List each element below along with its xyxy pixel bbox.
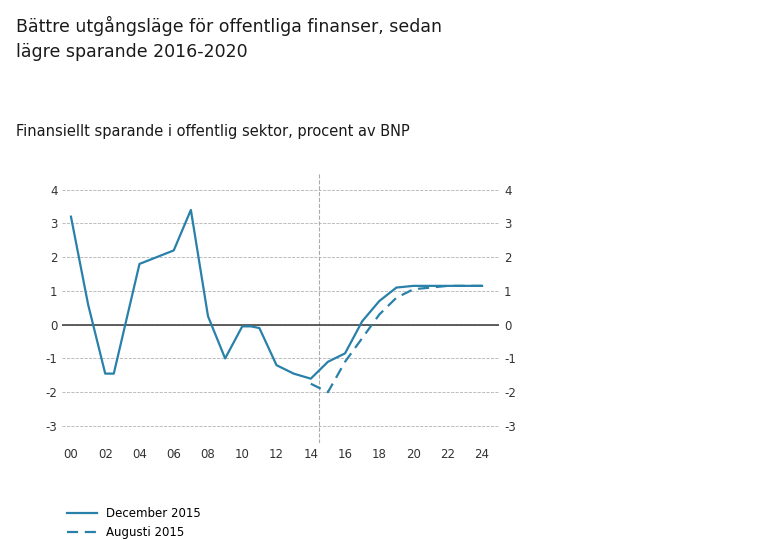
Legend: December 2015, Augusti 2015: December 2015, Augusti 2015 — [62, 502, 206, 540]
Text: Bättre utgångsläge för offentliga finanser, sedan
lägre sparande 2016-2020: Bättre utgångsläge för offentliga finans… — [16, 16, 441, 61]
Text: Finansiellt sparande i offentlig sektor, procent av BNP: Finansiellt sparande i offentlig sektor,… — [16, 124, 410, 139]
